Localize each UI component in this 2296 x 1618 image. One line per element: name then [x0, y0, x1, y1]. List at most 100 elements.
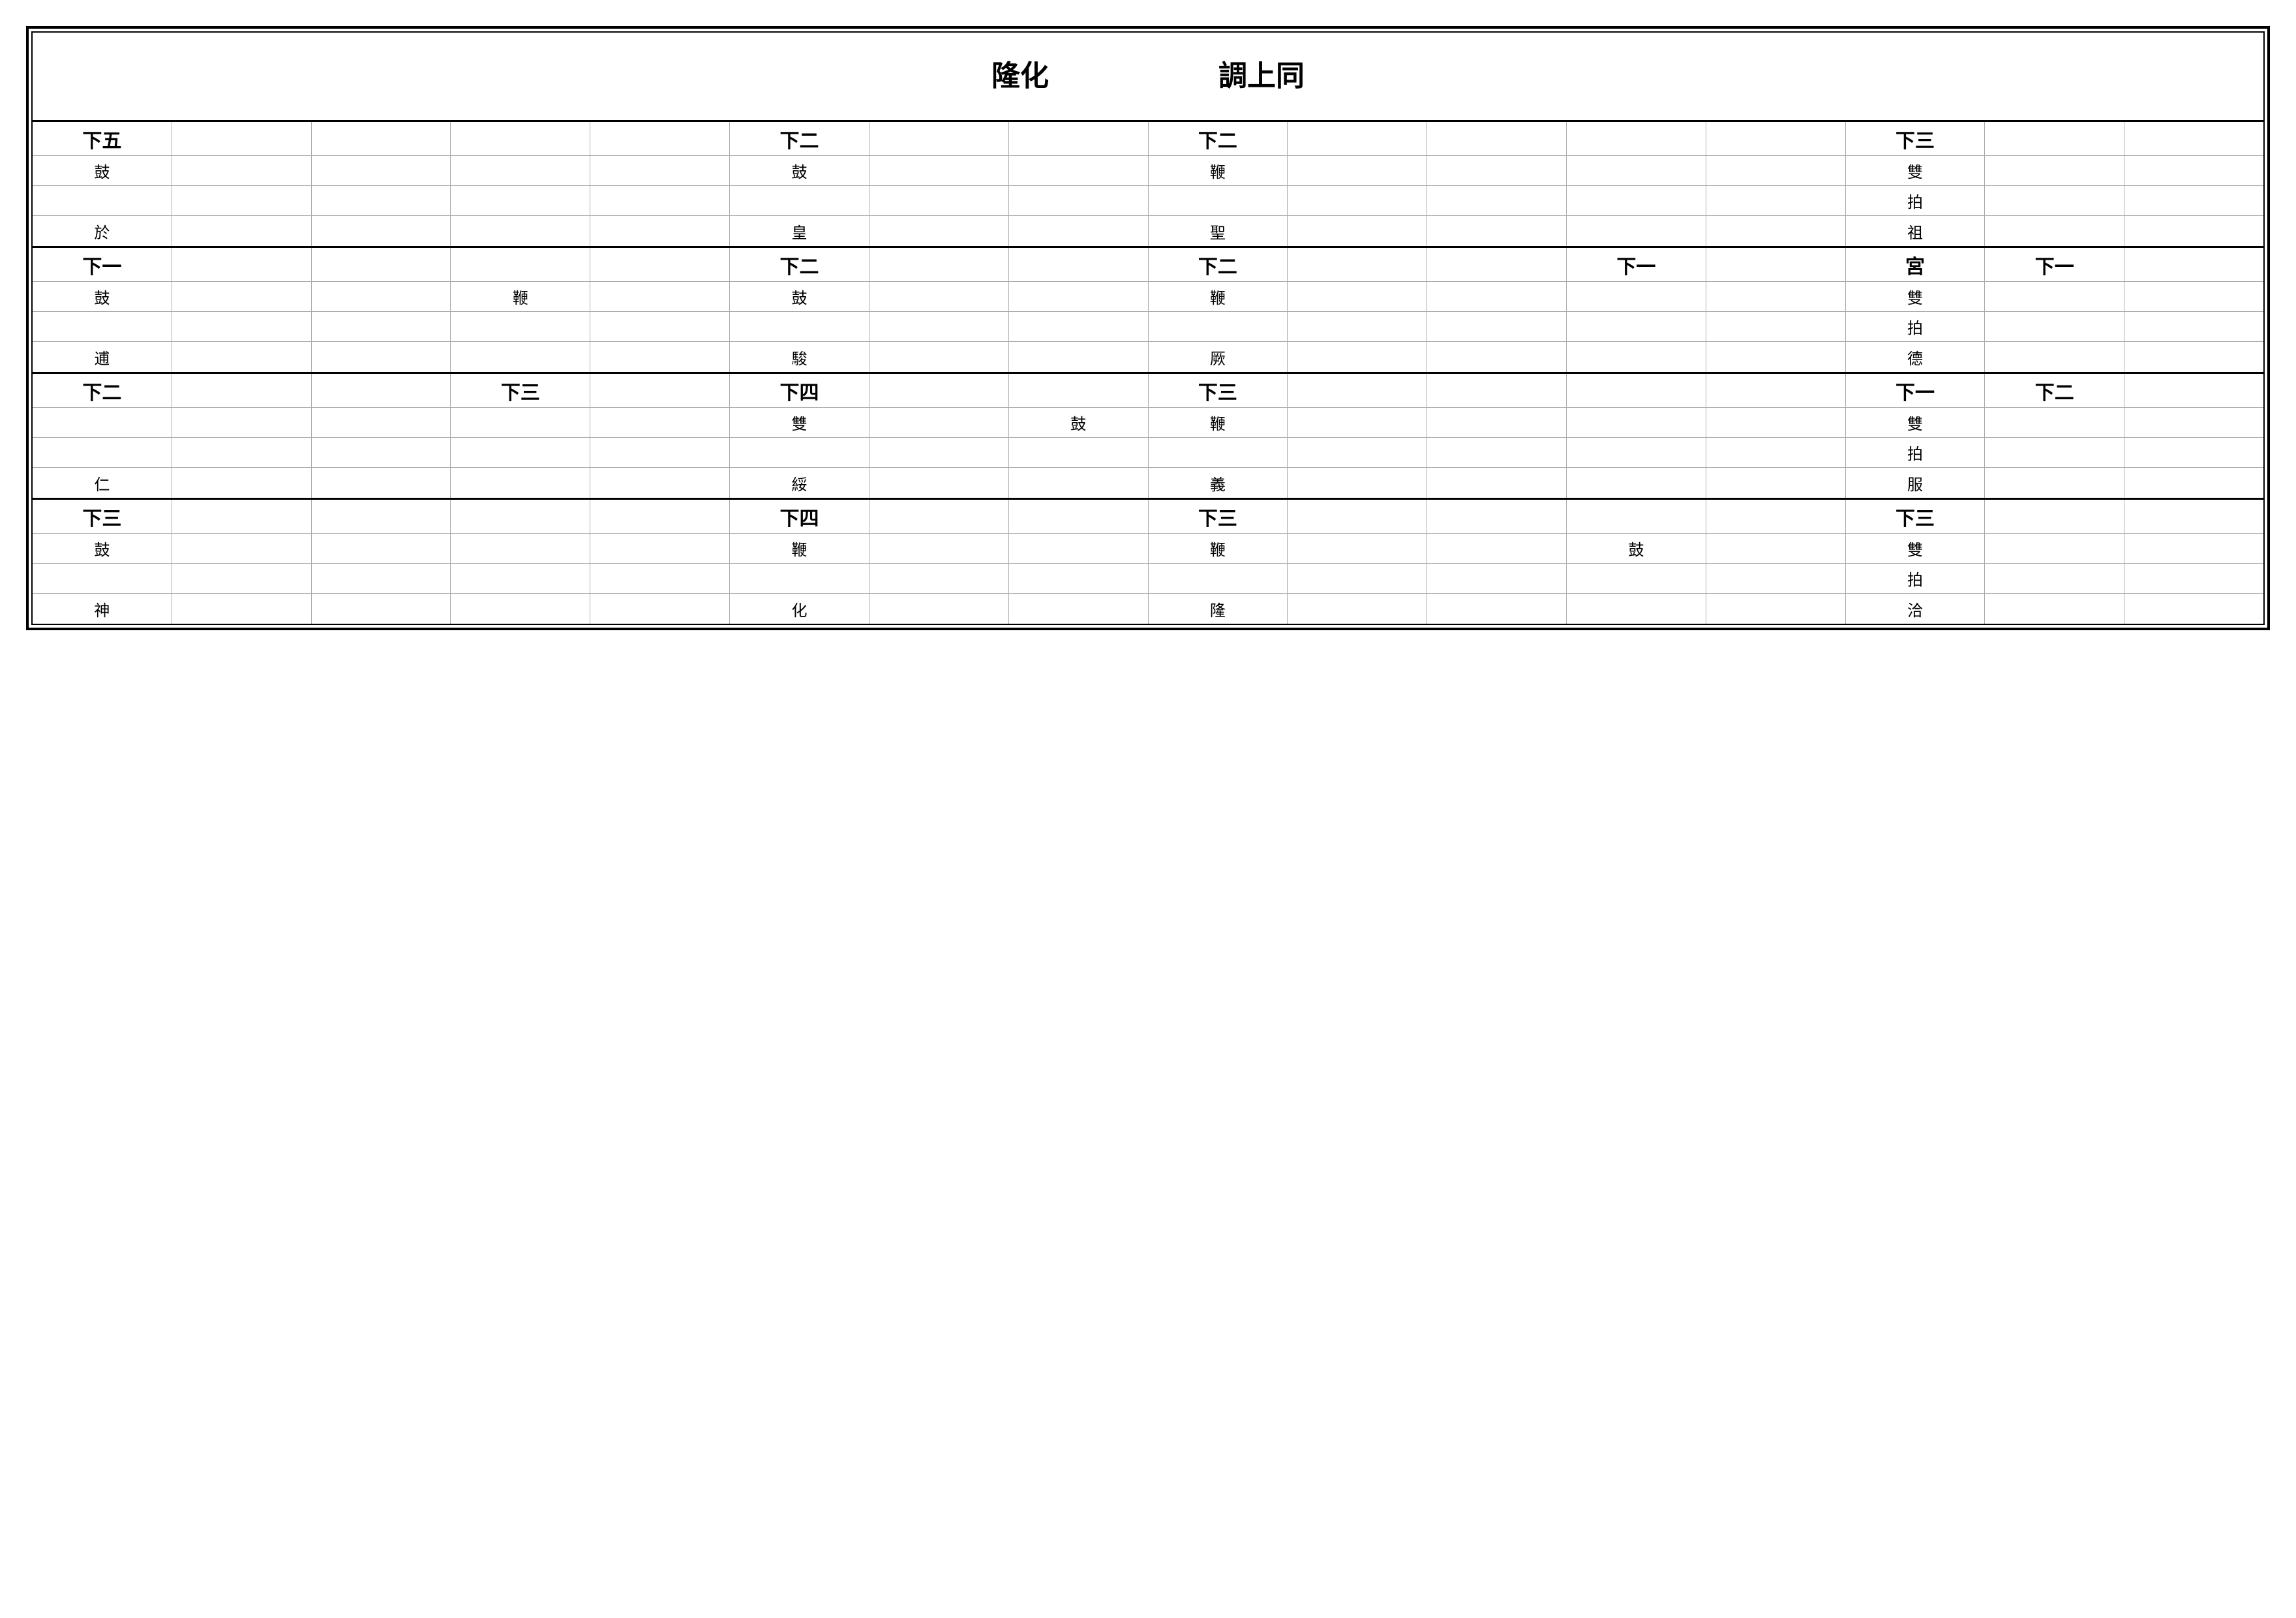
grid-cell: 鼓 — [33, 282, 172, 311]
grid-cell — [33, 408, 172, 437]
grid-cell — [1427, 500, 1567, 533]
grid-cell — [451, 122, 590, 155]
grid-cell — [2124, 468, 2263, 498]
grid-cell — [730, 564, 869, 593]
grid-cell — [172, 500, 312, 533]
grid-cell — [869, 248, 1009, 281]
grid-cell — [451, 564, 590, 593]
grid-cell — [1149, 312, 1288, 341]
grid-cell — [312, 156, 451, 185]
grid-cell — [2124, 122, 2263, 155]
grid-cell — [1985, 438, 2124, 467]
grid-cell: 鞭 — [1149, 534, 1288, 563]
grid-cell — [1985, 186, 2124, 215]
grid-cell: 義 — [1149, 468, 1288, 498]
grid-cell — [1567, 374, 1706, 407]
grid-cell — [172, 122, 312, 155]
grid-cell: 下三 — [1149, 500, 1288, 533]
grid-cell — [1427, 468, 1567, 498]
grid-cell: 鞭 — [1149, 408, 1288, 437]
grid-row: 於皇聖祖 — [33, 216, 2263, 246]
grid-cell — [1288, 248, 1427, 281]
grid-cell — [730, 186, 869, 215]
grid-cell — [2124, 564, 2263, 593]
grid-cell: 鼓 — [33, 156, 172, 185]
grid-row: 雙鼓鞭雙 — [33, 408, 2263, 438]
grid-cell — [1427, 594, 1567, 624]
grid-cell: 下三 — [33, 500, 172, 533]
grid-cell: 拍 — [1846, 312, 1986, 341]
grid-cell — [312, 438, 451, 467]
grid-cell — [1427, 374, 1567, 407]
block-group: 下三下四下三下三鼓鞭鞭鼓雙拍神化隆洽 — [33, 500, 2263, 624]
grid-cell — [172, 216, 312, 246]
grid-cell — [1567, 312, 1706, 341]
grid-cell: 雙 — [1846, 408, 1986, 437]
grid-cell: 鼓 — [730, 156, 869, 185]
grid-cell — [590, 408, 730, 437]
header: 隆化 調上同 — [33, 33, 2263, 120]
grid-cell — [1427, 156, 1567, 185]
grid-cell — [1288, 408, 1427, 437]
grid-cell — [869, 282, 1009, 311]
grid-cell — [451, 468, 590, 498]
grid-cell — [590, 564, 730, 593]
grid-cell — [1009, 534, 1149, 563]
grid-cell — [1706, 342, 1846, 372]
grid-cell — [33, 438, 172, 467]
grid-cell — [1427, 186, 1567, 215]
grid-cell — [590, 468, 730, 498]
grid-row: 逋駿厥德 — [33, 342, 2263, 372]
block-group: 下一下二下二下一宮下一鼓鞭鼓鞭雙拍逋駿厥德 — [33, 248, 2263, 374]
grid-cell — [1149, 186, 1288, 215]
grid-cell — [1009, 248, 1149, 281]
grid-cell — [1288, 122, 1427, 155]
grid-cell — [451, 408, 590, 437]
grid-cell — [1427, 248, 1567, 281]
grid-cell — [451, 534, 590, 563]
grid-cell — [1009, 312, 1149, 341]
grid-cell — [869, 156, 1009, 185]
grid-cell — [172, 342, 312, 372]
grid-cell — [1706, 248, 1846, 281]
title-right: 調上同 — [1218, 52, 1305, 94]
grid-cell: 聖 — [1149, 216, 1288, 246]
grid-cell: 宮 — [1846, 248, 1986, 281]
grid-cell: 下四 — [730, 500, 869, 533]
grid-cell — [869, 500, 1009, 533]
grid-row: 鼓鞭鞭鼓雙 — [33, 534, 2263, 564]
grid-cell — [312, 282, 451, 311]
grid-cell — [172, 468, 312, 498]
grid-cell — [1288, 534, 1427, 563]
grid-cell — [1985, 500, 2124, 533]
grid-cell: 駿 — [730, 342, 869, 372]
grid-cell — [1427, 534, 1567, 563]
grid-cell — [312, 186, 451, 215]
grid-cell — [33, 186, 172, 215]
grid-cell — [172, 594, 312, 624]
grid-cell — [172, 312, 312, 341]
grid-cell — [1288, 156, 1427, 185]
grid-cell — [590, 216, 730, 246]
grid-cell — [2124, 312, 2263, 341]
grid-cell — [590, 156, 730, 185]
grid-cell — [1985, 342, 2124, 372]
grid-cell — [590, 594, 730, 624]
grid-cell: 下二 — [33, 374, 172, 407]
grid-cell: 雙 — [1846, 282, 1986, 311]
grid-cell: 雙 — [1846, 156, 1986, 185]
grid-cell — [869, 468, 1009, 498]
grid-cell — [869, 564, 1009, 593]
grid-cell — [1706, 500, 1846, 533]
grid-cell — [590, 122, 730, 155]
grid-row: 拍 — [33, 312, 2263, 342]
grid-cell — [1985, 468, 2124, 498]
grid-cell — [1288, 216, 1427, 246]
grid-cell — [1427, 122, 1567, 155]
grid-row: 拍 — [33, 186, 2263, 216]
grid-cell — [1288, 186, 1427, 215]
grid-cell — [1288, 500, 1427, 533]
grid-cell — [172, 408, 312, 437]
grid-cell — [312, 594, 451, 624]
grid-cell — [451, 500, 590, 533]
